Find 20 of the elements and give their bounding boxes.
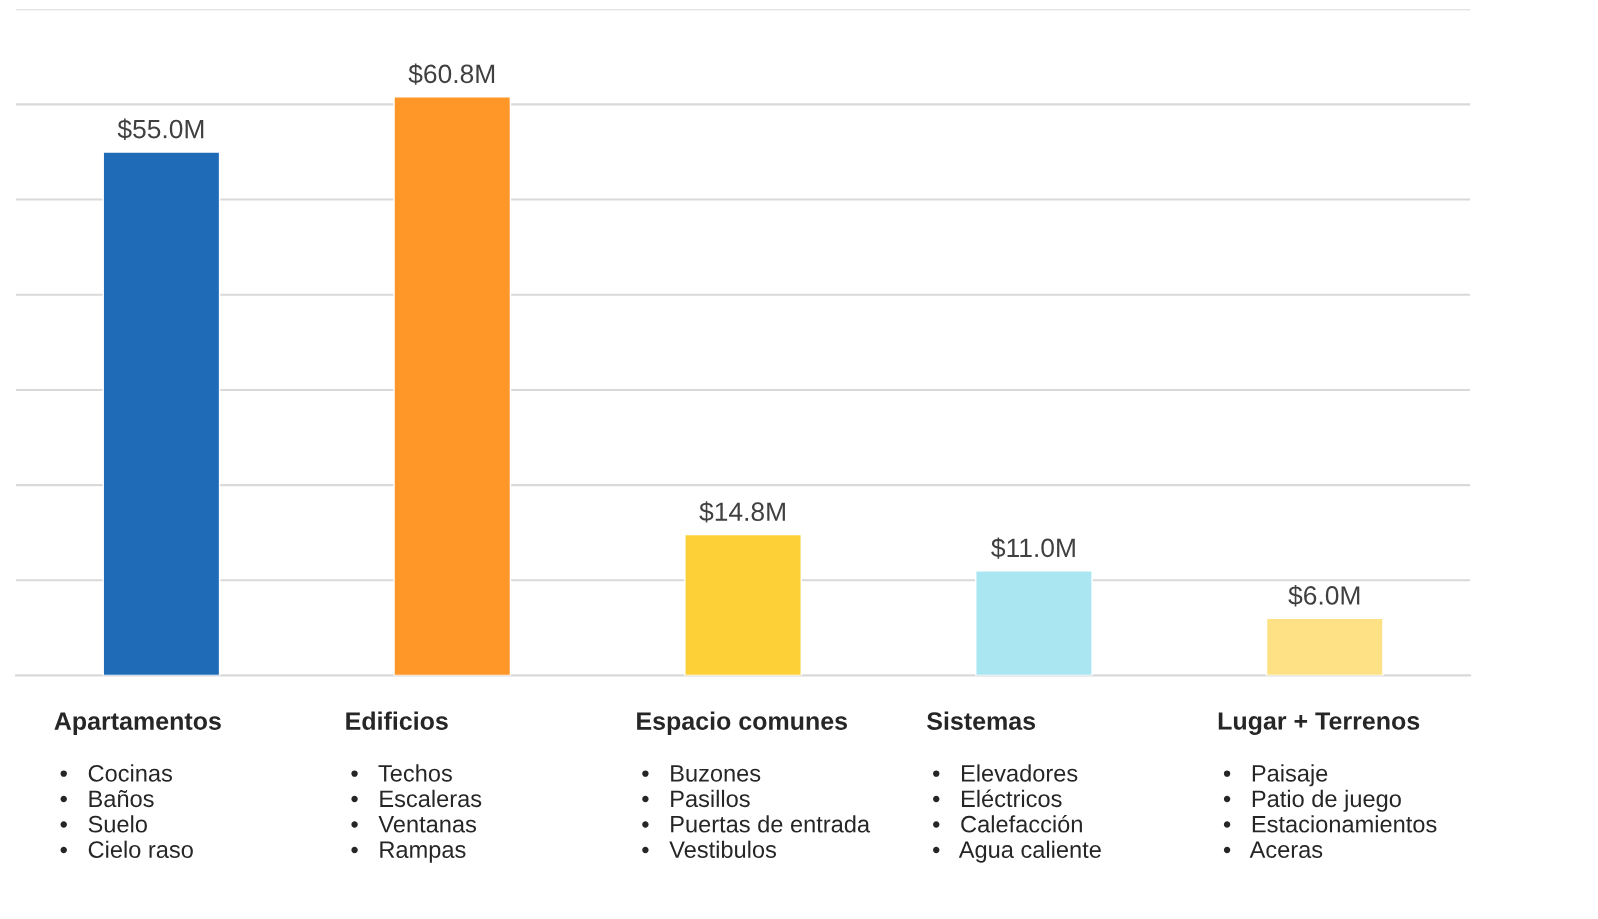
data-label: $6.0M xyxy=(1288,585,1360,607)
bar xyxy=(1265,617,1384,676)
x-tick-label: Edificios xyxy=(346,711,448,730)
text: • Elevadores • Eléctricos • Calefacción • Agua caliente xyxy=(933,764,1101,863)
text: • Techos • Escaleras • Ventanas • Rampas xyxy=(351,764,482,863)
bar xyxy=(102,151,221,676)
text: • Cocinas • Baños • Suelo • Cielo raso xyxy=(60,764,193,858)
x-tick-label: Apartamentos xyxy=(54,712,221,735)
bar xyxy=(975,570,1093,676)
x-tick-label: Lugar + Terrenos xyxy=(1218,712,1420,735)
x-tick-label: Espacio comunes xyxy=(637,711,848,735)
bar xyxy=(684,533,802,676)
data-label: $55.0M xyxy=(117,118,204,140)
data-label: $11.0M xyxy=(991,537,1075,559)
text: • Paisaje • Patio de juego • Estacionamientos • Aceras xyxy=(1223,764,1437,858)
x-tick-label: Sistemas xyxy=(927,711,1036,730)
bar xyxy=(393,96,512,676)
text: • Buzones • Pasillos • Puertas de entrada • Vestibulos xyxy=(642,765,871,858)
data-label: $60.8M xyxy=(408,63,495,85)
data-label: $14.8M xyxy=(699,501,785,523)
